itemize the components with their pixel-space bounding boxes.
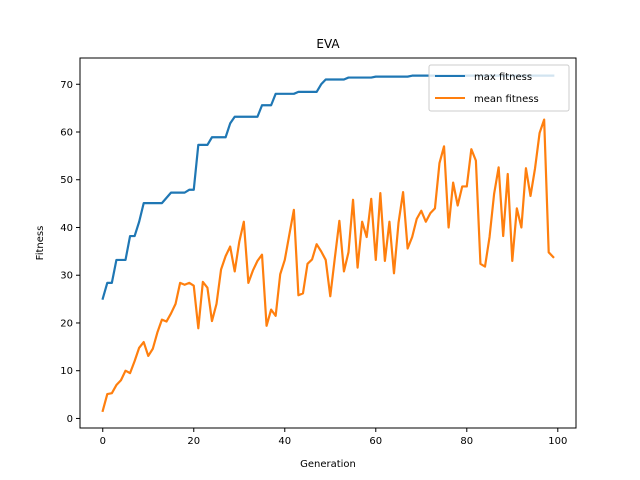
y-tick-label: 60: [60, 128, 73, 139]
chart-title: EVA: [316, 37, 340, 51]
x-axis: 0 20 40 60 80 100: [100, 428, 567, 447]
y-tick-label: 20: [60, 318, 73, 329]
y-tick-label: 10: [60, 366, 73, 377]
y-tick-label: 70: [60, 80, 73, 91]
x-tick-label: 60: [369, 436, 382, 447]
y-tick-label: 40: [60, 223, 73, 234]
x-tick-label: 0: [100, 436, 106, 447]
y-tick-label: 50: [60, 175, 73, 186]
x-tick-label: 80: [460, 436, 473, 447]
x-tick-label: 100: [548, 436, 567, 447]
series-line-mean-fitness: [101, 118, 555, 413]
y-axis-label: Fitness: [35, 226, 46, 261]
x-tick-label: 40: [278, 436, 291, 447]
x-tick-label: 20: [187, 436, 200, 447]
plot-frame: [79, 57, 577, 429]
legend-label-max-fitness: max fitness: [474, 72, 532, 83]
y-tick-label: 30: [60, 271, 73, 282]
legend-label-mean-fitness: mean fitness: [474, 94, 539, 105]
y-tick-label: 0: [67, 414, 73, 425]
y-axis: 0 10 20 30 40 50 60 70: [60, 80, 80, 425]
legend: max fitness mean fitness: [428, 64, 570, 112]
x-axis-label: Generation: [300, 459, 356, 470]
